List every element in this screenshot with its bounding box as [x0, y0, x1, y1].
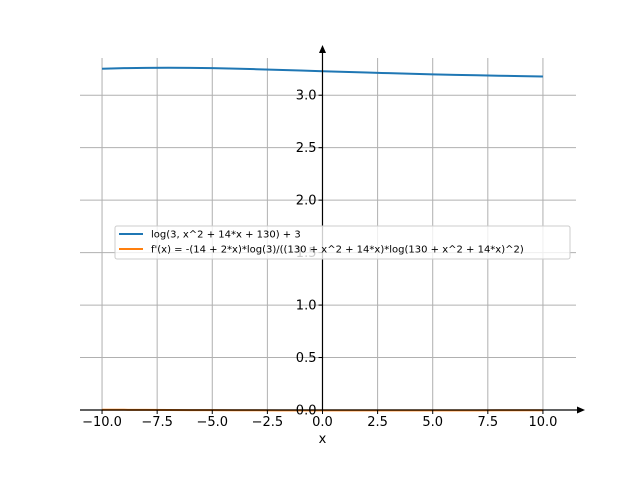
legend-label-series-1: log(3, x^2 + 14*x + 130) + 3	[151, 230, 301, 241]
y-tick-label-4: 2.0	[296, 194, 317, 209]
y-tick-label-6: 3.0	[296, 89, 317, 104]
x-tick-label-2: −5.0	[196, 415, 228, 430]
legend-box	[114, 225, 571, 260]
x-tick-label-3: −2.5	[252, 415, 284, 430]
legend-label-series-2: f'(x) = -(14 + 2*x)*log(3)/((130 + x^2 +…	[151, 245, 524, 256]
x-tick-label-5: 2.5	[367, 415, 388, 430]
y-tick-label-1: 0.5	[296, 351, 317, 366]
tick-labels: −10.0 −7.5 −5.0 −2.5 0.0 2.5 5.0 7.5 10.0 0.0 0.5 1…	[82, 89, 557, 430]
x-axis-arrow-icon	[577, 406, 585, 414]
legend: log(3, x^2 + 14*x + 130) + 3 f'(x) = -(1…	[114, 225, 571, 260]
y-tick-label-0: 0.0	[296, 404, 317, 419]
x-tick-label-1: −7.5	[141, 415, 173, 430]
x-tick-label-6: 5.0	[422, 415, 443, 430]
x-tick-label-7: 7.5	[477, 415, 498, 430]
x-tick-label-8: 10.0	[528, 415, 557, 430]
x-tick-label-0: −10.0	[82, 415, 122, 430]
x-tick-label-4: 0.0	[312, 415, 333, 430]
y-tick-label-2: 1.0	[296, 299, 317, 314]
y-tick-label-5: 2.5	[296, 141, 317, 156]
y-axis-arrow-icon	[318, 45, 326, 53]
x-axis-label: x	[319, 432, 327, 447]
